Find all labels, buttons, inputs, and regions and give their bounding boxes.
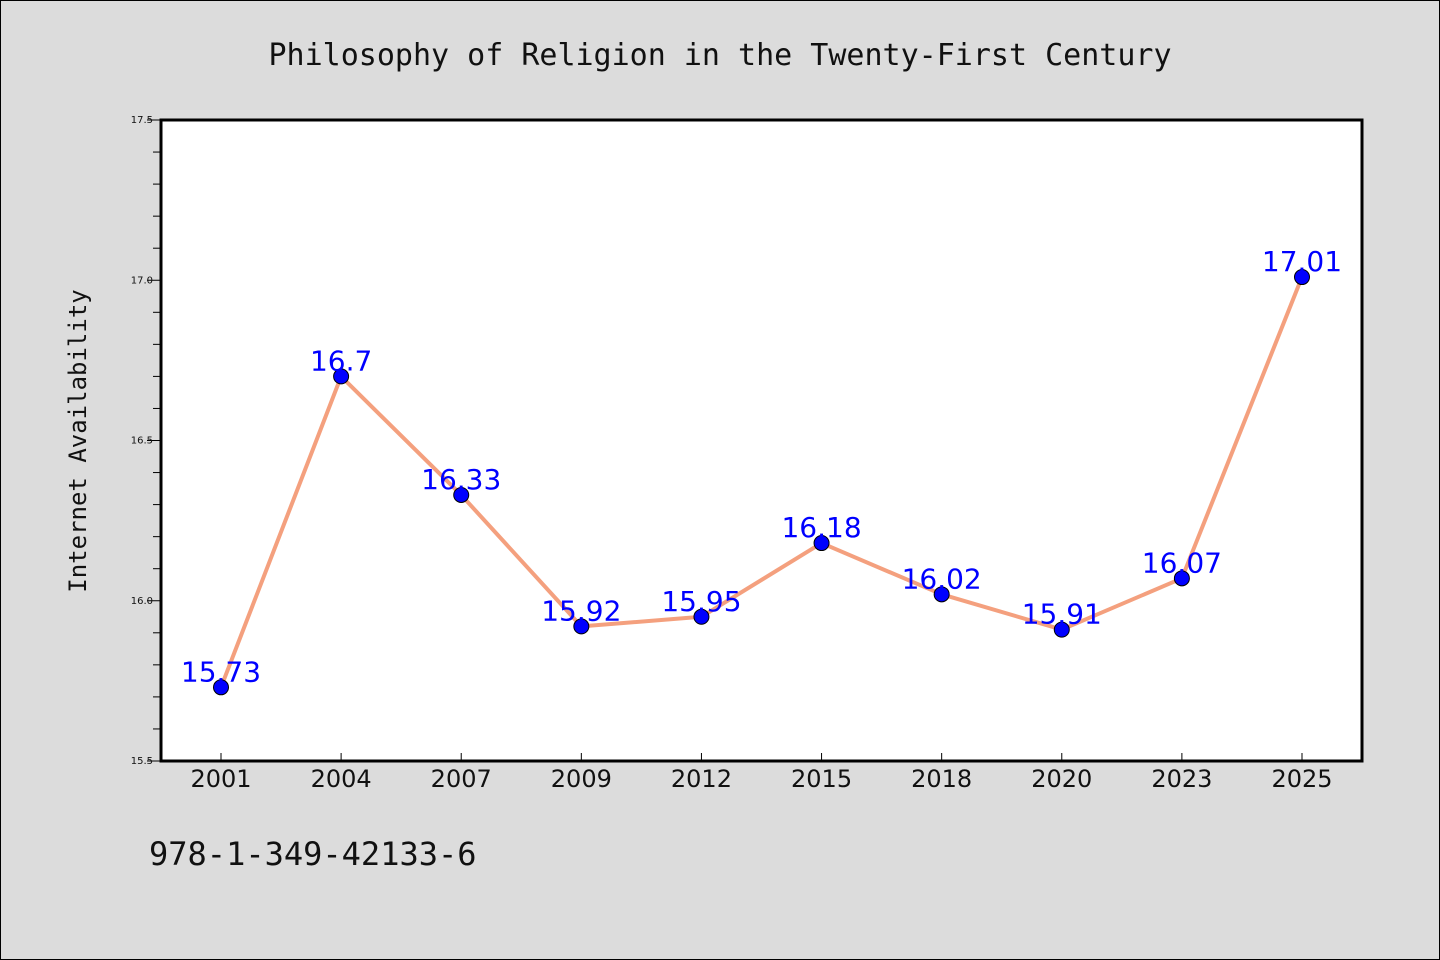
- x-tick-label: 2012: [671, 765, 732, 793]
- series-group: [213, 269, 1310, 696]
- data-point-marker: [1173, 570, 1190, 587]
- y-tick-label: 16.0: [131, 596, 153, 607]
- plot-area: [159, 118, 1364, 763]
- y-tick-label: 17.5: [131, 115, 153, 126]
- data-point-marker: [1294, 269, 1310, 286]
- y-tick-label: 17.0: [131, 275, 153, 286]
- data-point-marker: [213, 679, 229, 696]
- data-label: 16.18: [781, 511, 861, 544]
- data-label: 15.92: [541, 594, 621, 627]
- data-point-marker: [693, 608, 710, 625]
- y-axis: 15.5 16.0 16.5 17.0 17.5: [131, 115, 161, 767]
- data-label: 15.91: [1022, 598, 1102, 631]
- isbn-text: 978-1-349-42133-6: [149, 835, 477, 873]
- data-label: 16.07: [1142, 546, 1222, 579]
- x-tick-label: 2009: [551, 765, 612, 793]
- x-tick-label: 2023: [1151, 765, 1212, 793]
- data-label: 15.95: [661, 585, 741, 618]
- data-point-marker: [333, 368, 350, 385]
- x-tick-label: 2015: [791, 765, 852, 793]
- x-axis: 2001 2004 2007 2009 2012 2015 2018 2020 2023 2025: [190, 753, 1333, 793]
- x-tick-label: 2018: [911, 765, 972, 793]
- data-point-marker: [453, 486, 470, 503]
- x-tick-label: 2004: [311, 765, 372, 793]
- data-label: 17.01: [1262, 245, 1342, 278]
- data-labels-group: 15.73 16.7 16.33 15.92 15.95 16.18 16.02 15.91 1…: [181, 245, 1342, 688]
- data-point-marker: [933, 586, 950, 603]
- y-tick-label: 16.5: [131, 436, 153, 447]
- x-tick-label: 2020: [1031, 765, 1092, 793]
- data-point-marker: [813, 535, 830, 552]
- data-label: 16.33: [421, 463, 501, 496]
- data-label: 16.7: [310, 344, 372, 377]
- y-tick-label: 15.5: [131, 756, 153, 767]
- chart-title: Philosophy of Religion in the Twenty-Fir…: [268, 38, 1171, 73]
- data-label: 16.02: [902, 562, 982, 595]
- data-point-marker: [1053, 621, 1070, 638]
- x-tick-label: 2025: [1271, 765, 1332, 793]
- data-point-marker: [573, 618, 590, 635]
- series-line: [219, 276, 1304, 689]
- data-label: 15.73: [181, 655, 261, 688]
- x-tick-label: 2001: [190, 765, 251, 793]
- x-tick-label: 2007: [431, 765, 492, 793]
- y-axis-label: Internet Availability: [64, 289, 92, 592]
